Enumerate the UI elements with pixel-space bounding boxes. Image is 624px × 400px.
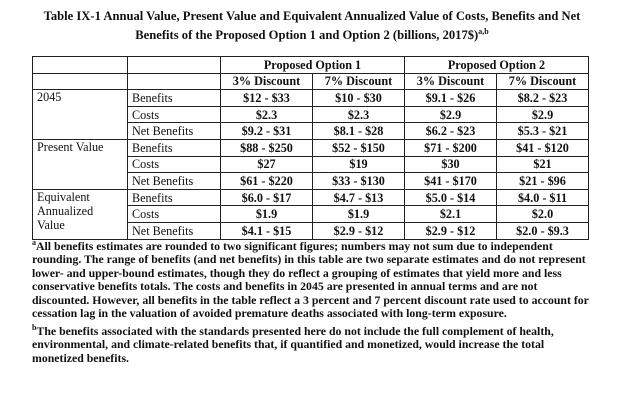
- header-blank: [32, 72, 128, 91]
- footnote-a-mark: a: [32, 238, 36, 247]
- header-row-options: Proposed Option 1 Proposed Option 2: [32, 56, 589, 74]
- table-cell: $8.1 - $28: [312, 122, 405, 140]
- footnote-b-mark: b: [32, 322, 37, 332]
- table-cell: $9.1 - $26: [404, 89, 497, 107]
- table-row: Present Value Benefits $88 - $250 $52 - …: [32, 138, 589, 190]
- table-row: Costs $27 $19 $30 $21: [33, 155, 589, 174]
- group-label: 2045: [32, 89, 128, 140]
- metric-label: Benefits: [127, 188, 221, 207]
- metric-label: Costs: [127, 105, 221, 124]
- table-cell: $2.9: [496, 105, 589, 124]
- table-row: Net Benefits $4.1 - $15 $2.9 - $12 $2.9 …: [33, 221, 589, 240]
- table-cell: $19: [312, 155, 405, 174]
- table-cell: $27: [220, 155, 313, 174]
- table-cell: $2.9 - $12: [404, 221, 497, 240]
- table-cell: $12 - $33: [220, 89, 313, 107]
- metric-label: Net Benefits: [127, 172, 221, 190]
- table-row: Costs $2.3 $2.3 $2.9 $2.9: [33, 105, 589, 124]
- table-cell: $1.9: [312, 205, 405, 223]
- group-label: Equivalent Annualized Value: [32, 188, 128, 240]
- table-cell: $1.9: [220, 205, 313, 223]
- table-cell: $5.3 - $21: [496, 122, 589, 140]
- footnote-a-text: All benefits estimates are rounded to tw…: [32, 238, 589, 321]
- metric-label: Costs: [127, 155, 221, 174]
- table-cell: $2.3: [220, 105, 313, 124]
- group-label-line: Equivalent: [37, 189, 90, 204]
- table-cell: $10 - $30: [312, 89, 405, 107]
- table-cell: $2.9: [404, 105, 497, 124]
- table-cell: $41 - $170: [404, 172, 497, 190]
- table-row: Net Benefits $61 - $220 $33 - $130 $41 -…: [33, 172, 589, 190]
- table-cell: $4.1 - $15: [220, 221, 313, 240]
- footnote-b: bThe benefits associated with the standa…: [32, 321, 592, 365]
- footnote-b-text: The benefits associated with the standar…: [32, 323, 554, 365]
- metric-label: Net Benefits: [127, 221, 221, 240]
- group-label: Present Value: [32, 138, 128, 190]
- header-row-discounts: 3% Discount 7% Discount 3% Discount 7% D…: [32, 72, 589, 91]
- table-cell: $4.0 - $11: [496, 188, 589, 207]
- footnote-a: aAll benefits estimates are rounded to t…: [32, 236, 592, 321]
- header-discount: 3% Discount: [404, 72, 497, 91]
- metric-label: Benefits: [127, 138, 221, 157]
- group-label-line: Annualized: [37, 203, 94, 218]
- table-cell: $2.1: [404, 205, 497, 223]
- table-row: Costs $1.9 $1.9 $2.1 $2.0: [33, 205, 589, 223]
- header-discount: 7% Discount: [312, 72, 405, 91]
- table-cell: $21: [496, 155, 589, 174]
- table-cell: $88 - $250: [220, 138, 313, 157]
- table-cell: $2.9 - $12: [312, 221, 405, 240]
- title-line-1: Table IX-1 Annual Value, Present Value a…: [43, 9, 581, 23]
- table-cell: $21 - $96: [496, 172, 589, 190]
- table-title: Table IX-1 Annual Value, Present Value a…: [0, 8, 624, 43]
- table-cell: $2.0: [496, 205, 589, 223]
- table-cell: $8.2 - $23: [496, 89, 589, 107]
- table-cell: $33 - $130: [312, 172, 405, 190]
- table-cell: $2.3: [312, 105, 405, 124]
- table-cell: $61 - $220: [220, 172, 313, 190]
- metric-label: Benefits: [127, 89, 221, 107]
- title-line-2: Benefits of the Proposed Option 1 and Op…: [135, 28, 479, 43]
- header-blank: [32, 56, 128, 74]
- header-blank: [127, 72, 221, 91]
- footnotes: aAll benefits estimates are rounded to t…: [32, 236, 592, 365]
- cost-benefit-table: Proposed Option 1 Proposed Option 2 3% D…: [32, 56, 589, 240]
- metric-label: Net Benefits: [127, 122, 221, 140]
- table-cell: $6.0 - $17: [220, 188, 313, 207]
- table-cell: $30: [404, 155, 497, 174]
- table-cell: $41 - $120: [496, 138, 589, 157]
- title-superscript: a,b: [478, 27, 489, 36]
- table-cell: $5.0 - $14: [404, 188, 497, 207]
- group-label-line: Value: [37, 217, 65, 232]
- header-blank: [127, 56, 221, 74]
- table-cell: $52 - $150: [312, 138, 405, 157]
- header-option-1: Proposed Option 1: [220, 56, 405, 74]
- table-cell: $9.2 - $31: [220, 122, 313, 140]
- metric-label: Costs: [127, 205, 221, 223]
- table-cell: $4.7 - $13: [312, 188, 405, 207]
- header-option-2: Proposed Option 2: [404, 56, 589, 74]
- table-cell: $6.2 - $23: [404, 122, 497, 140]
- header-discount: 3% Discount: [220, 72, 313, 91]
- table-cell: $71 - $200: [404, 138, 497, 157]
- table-row: Equivalent Annualized Value Benefits $6.…: [32, 188, 589, 240]
- header-discount: 7% Discount: [496, 72, 589, 91]
- table-cell: $2.0 - $9.3: [496, 221, 589, 240]
- table-row: 2045 Benefits $12 - $33 $10 - $30 $9.1 -…: [32, 89, 589, 140]
